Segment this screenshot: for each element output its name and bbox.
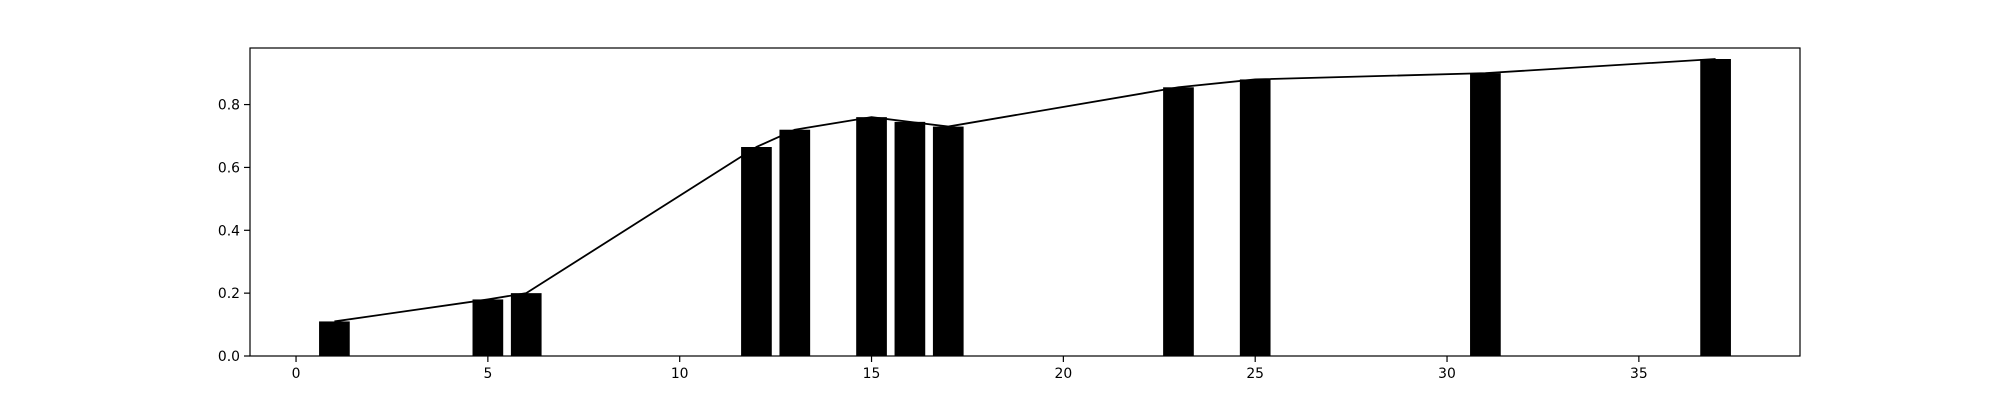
bar — [1700, 59, 1731, 356]
bar — [894, 121, 926, 356]
bar — [856, 117, 887, 356]
y-axis: 0.0 0.2 0.4 0.6 0.8 — [218, 98, 250, 365]
bar — [1239, 79, 1271, 357]
y-tick-label: 0.8 — [218, 98, 240, 114]
bar — [510, 293, 542, 356]
line-series — [334, 58, 1716, 323]
x-tick-label: 10 — [671, 366, 689, 382]
bar — [932, 126, 964, 356]
x-tick-label: 20 — [1055, 366, 1073, 382]
x-axis: 0 5 10 15 20 25 30 35 — [292, 356, 1648, 382]
bar-series — [319, 59, 1731, 357]
y-tick-label: 0.0 — [218, 349, 240, 365]
series-line — [334, 58, 1716, 323]
x-tick-label: 5 — [483, 366, 492, 382]
x-tick-label: 15 — [863, 366, 881, 382]
bar — [741, 147, 772, 356]
bar — [1470, 73, 1501, 356]
y-tick-label: 0.2 — [218, 286, 240, 302]
y-tick-label: 0.6 — [218, 160, 240, 176]
x-tick-label: 0 — [292, 366, 301, 382]
plot-area-frame — [249, 47, 1801, 357]
y-tick-label: 0.4 — [218, 223, 240, 239]
bar — [472, 299, 504, 356]
bar — [319, 321, 350, 356]
x-tick-label: 30 — [1438, 366, 1456, 382]
bar — [1163, 87, 1194, 356]
bar — [779, 129, 811, 356]
x-tick-label: 25 — [1246, 366, 1264, 382]
x-tick-label: 35 — [1630, 366, 1648, 382]
